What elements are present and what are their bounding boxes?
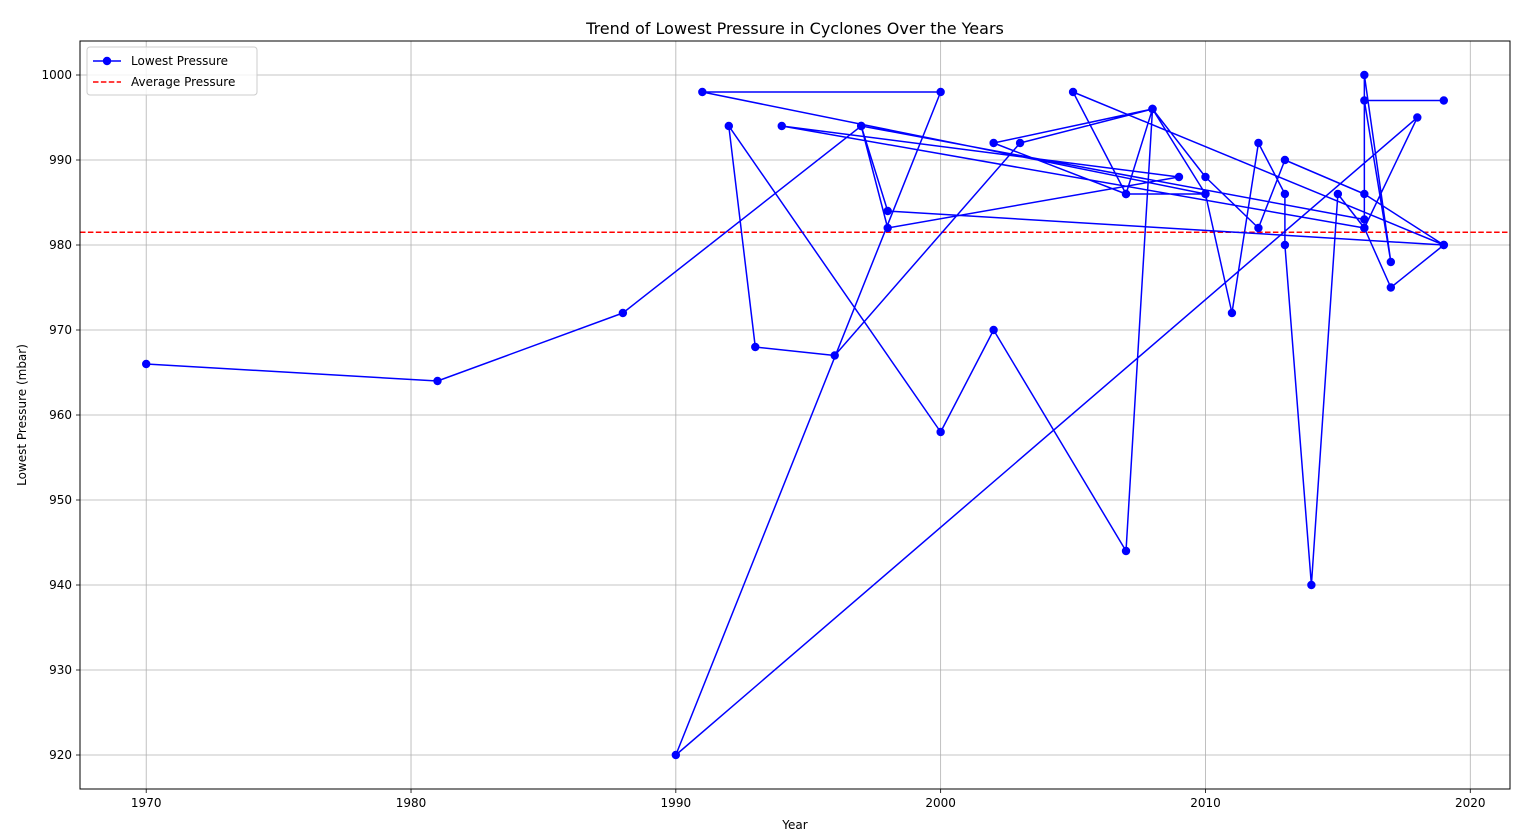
legend-label-average: Average Pressure [131,75,235,89]
y-tick-label: 990 [49,153,72,167]
x-tick-label: 1990 [661,796,692,810]
data-point [1068,87,1078,97]
y-tick-label: 920 [49,748,72,762]
axis-ticks: 1970 1980 1990 2000 2010 2020 920 930 940 950 960 9… [41,68,1485,810]
data-point [1174,172,1184,182]
data-point [936,87,945,97]
data-point [857,121,866,131]
data-point [936,427,945,437]
x-tick-label: 2000 [925,796,956,810]
x-tick-label: 1970 [131,796,162,810]
data-point [1280,155,1290,165]
y-tick-label: 950 [49,493,72,507]
data-point [1280,189,1290,199]
y-tick-label: 930 [49,663,72,677]
grid-lines [80,41,1510,789]
data-point [1439,240,1448,250]
data-point [433,376,442,386]
y-tick-label: 960 [49,408,72,422]
x-tick-label: 1980 [396,796,427,810]
data-point [1439,96,1448,105]
data-point [698,87,707,97]
data-point [1121,189,1131,199]
legend-box [86,46,258,96]
y-tick-label: 980 [49,238,72,252]
data-point [1015,138,1025,148]
x-axis-label: Year [781,818,807,831]
data-point [1201,172,1210,182]
data-point [1254,138,1263,148]
data-point [1148,104,1157,114]
series-layer [142,70,1448,760]
data-point [751,342,760,352]
data-point [989,325,998,335]
data-point [989,138,998,148]
x-tick-label: 2010 [1190,796,1221,810]
data-point [883,223,892,233]
data-point [1121,546,1131,556]
data-point [830,351,839,360]
y-tick-label: 940 [49,578,72,592]
data-point [1307,580,1316,590]
data-point [1227,308,1237,318]
x-tick-label: 2020 [1455,796,1486,810]
y-tick-label: 1000 [41,68,72,82]
data-point [1201,189,1210,199]
data-point [1360,96,1369,105]
data-point [1413,113,1422,122]
data-point [1360,215,1369,224]
legend: Lowest Pressure Average Pressure [86,46,258,96]
data-point [1360,70,1369,80]
data-point [777,121,786,131]
data-point [1386,257,1396,267]
data-point [1333,189,1343,199]
legend-label-lowest: Lowest Pressure [131,54,228,68]
data-point [1280,240,1290,250]
data-point [671,750,681,760]
chart-title: Trend of Lowest Pressure in Cyclones Ove… [585,19,1004,38]
data-point [724,121,733,131]
data-point [883,206,892,216]
y-tick-label: 970 [49,323,72,337]
data-point [1254,223,1263,233]
y-axis-label: Lowest Pressure (mbar) [15,344,29,486]
legend-marker-lowest [102,56,112,66]
data-point [142,359,151,369]
data-point [1386,283,1396,292]
data-point [1360,223,1369,233]
data-point [618,308,628,318]
data-point [1360,189,1369,199]
